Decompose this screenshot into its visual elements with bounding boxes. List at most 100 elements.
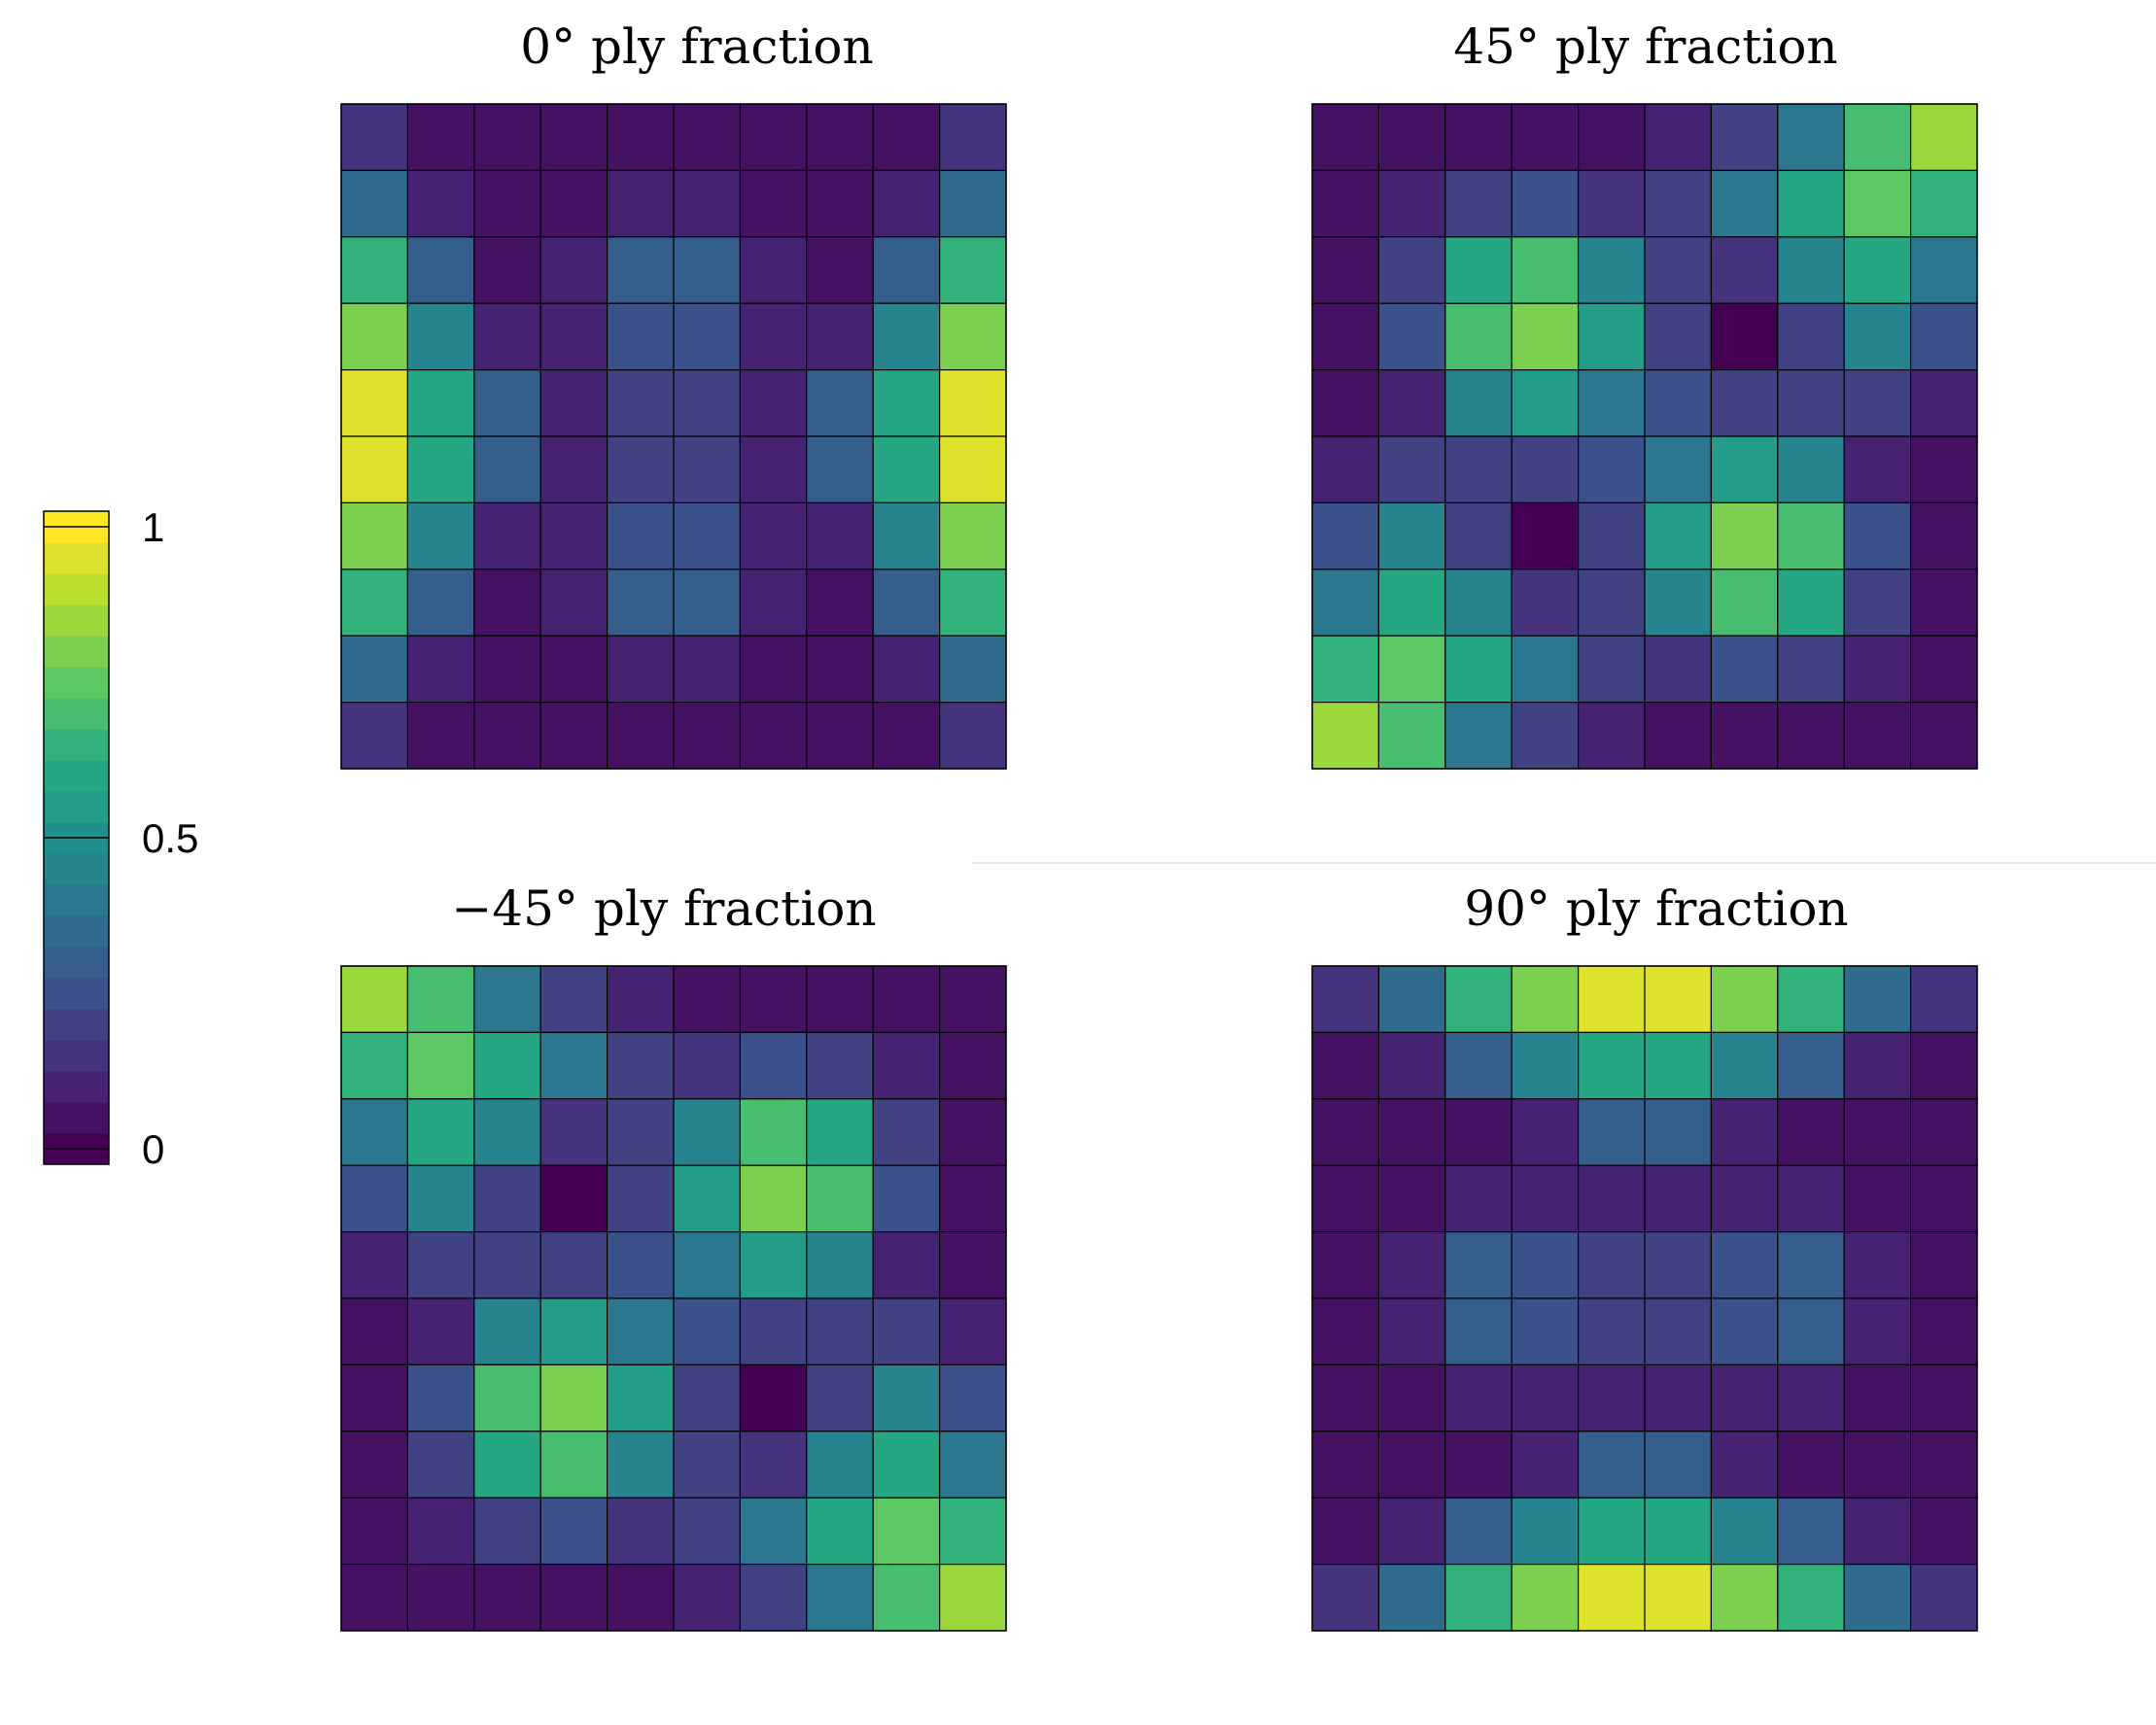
heatmap-cell <box>473 965 541 1034</box>
heatmap-cell <box>673 501 742 570</box>
heatmap-cell <box>1710 169 1779 238</box>
heatmap-cell <box>473 1431 541 1499</box>
heatmap-cell <box>406 302 475 371</box>
heatmap-cell <box>1377 1497 1446 1566</box>
heatmap-cell <box>872 236 941 304</box>
heatmap-cell <box>1909 302 1978 371</box>
heatmap-cell <box>473 1297 541 1366</box>
heatmap-cell <box>1710 435 1779 504</box>
heatmap-cell <box>872 1363 941 1432</box>
heatmap-cell <box>1644 103 1713 172</box>
heatmap-cell <box>473 1363 541 1432</box>
heatmap-cell <box>806 169 874 238</box>
heatmap-cell <box>1577 1098 1646 1166</box>
colorbar-segment <box>44 1040 109 1072</box>
heatmap-cell <box>1843 103 1912 172</box>
heatmap-cell <box>606 1297 675 1366</box>
heatmap-cell <box>806 965 874 1034</box>
heatmap-cell <box>473 103 541 172</box>
heatmap-cell <box>739 965 808 1034</box>
colorbar-segment <box>44 1009 109 1041</box>
heatmap-cell <box>539 1363 609 1432</box>
colorbar-segment <box>44 978 109 1010</box>
heatmap-cell <box>606 1164 675 1233</box>
heatmap-cell <box>340 1431 409 1499</box>
heatmap-cell <box>1577 1431 1646 1499</box>
heatmap-cell <box>1777 1230 1845 1299</box>
heatmap-cell <box>938 569 1007 637</box>
heatmap-cell <box>1444 1031 1513 1100</box>
heatmap-cell <box>1377 236 1446 304</box>
heatmap-cell <box>1311 169 1380 238</box>
heatmap-cell <box>1377 169 1446 238</box>
heatmap-cell <box>872 635 941 704</box>
heatmap-cell <box>938 1230 1007 1299</box>
heatmap-cell <box>406 435 475 504</box>
heatmap-cell <box>1843 1164 1912 1233</box>
heatmap-cell <box>739 103 808 172</box>
heatmap-cell <box>1577 1031 1646 1100</box>
heatmap-cell <box>1909 1431 1978 1499</box>
colorbar: 00.51 <box>43 504 198 1172</box>
heatmap-cell <box>1909 236 1978 304</box>
heatmap-cell <box>739 1164 808 1233</box>
heatmap-cell <box>806 1497 874 1566</box>
heatmap-cell <box>606 435 675 504</box>
heatmap-cell <box>806 501 874 570</box>
heatmap-frame <box>1311 965 1978 1632</box>
heatmap-cell <box>406 1098 475 1166</box>
heatmap-cell <box>1777 302 1845 371</box>
heatmap-cell <box>1311 1363 1380 1432</box>
heatmap-cell <box>1843 701 1912 770</box>
heatmap-cell <box>406 1230 475 1299</box>
heatmap-cell <box>406 1431 475 1499</box>
heatmap-cell <box>539 103 609 172</box>
heatmap-cell <box>606 1098 675 1166</box>
heatmap-cell <box>1644 569 1713 637</box>
heatmap-cell <box>1843 501 1912 570</box>
heatmap-cell <box>406 103 475 172</box>
heatmap-cell <box>1777 103 1845 172</box>
heatmap-cell <box>1843 1098 1912 1166</box>
colorbar-tick-label: 0.5 <box>142 815 198 861</box>
heatmap-cell <box>1311 1230 1380 1299</box>
heatmap-cell <box>1444 965 1513 1034</box>
heatmap-cell <box>473 1497 541 1566</box>
heatmap-cell <box>806 302 874 371</box>
heatmap-cell <box>1710 1098 1779 1166</box>
heatmap-cell <box>406 635 475 704</box>
heatmap-cell <box>872 103 941 172</box>
heatmap-cell <box>1577 302 1646 371</box>
heatmap-cell <box>1644 435 1713 504</box>
heatmap-cell <box>739 1031 808 1100</box>
heatmap-cell <box>872 569 941 637</box>
heatmap-cell <box>872 1297 941 1366</box>
heatmap-cell <box>1843 369 1912 437</box>
heatmap-cell <box>1311 1031 1380 1100</box>
heatmap-cell <box>1710 1431 1779 1499</box>
heatmap-cell <box>1511 1164 1580 1233</box>
heatmap-cell <box>1444 435 1513 504</box>
heatmap-cell <box>938 369 1007 437</box>
heatmap-cell <box>1511 1563 1580 1632</box>
heatmap-cell <box>1909 1497 1978 1566</box>
heatmap-cell <box>1577 569 1646 637</box>
heatmap-cell <box>1710 501 1779 570</box>
colorbar-segment <box>44 884 109 916</box>
heatmap-cell <box>1444 501 1513 570</box>
heatmap-cell <box>1909 1031 1978 1100</box>
heatmap-cell <box>473 1230 541 1299</box>
heatmap-cell <box>739 635 808 704</box>
colorbar-segment <box>44 636 109 668</box>
heatmap-cell <box>872 169 941 238</box>
heatmap-cell <box>872 435 941 504</box>
heatmap-cell <box>1843 1363 1912 1432</box>
heatmap-cell <box>1644 1230 1713 1299</box>
heatmap-cell <box>1644 1031 1713 1100</box>
heatmap-cell <box>1909 369 1978 437</box>
heatmap-cell <box>1377 635 1446 704</box>
heatmap-cell <box>539 1563 609 1632</box>
heatmap-cell <box>1444 169 1513 238</box>
heatmap-cell <box>1377 501 1446 570</box>
heatmap-cell <box>872 1031 941 1100</box>
